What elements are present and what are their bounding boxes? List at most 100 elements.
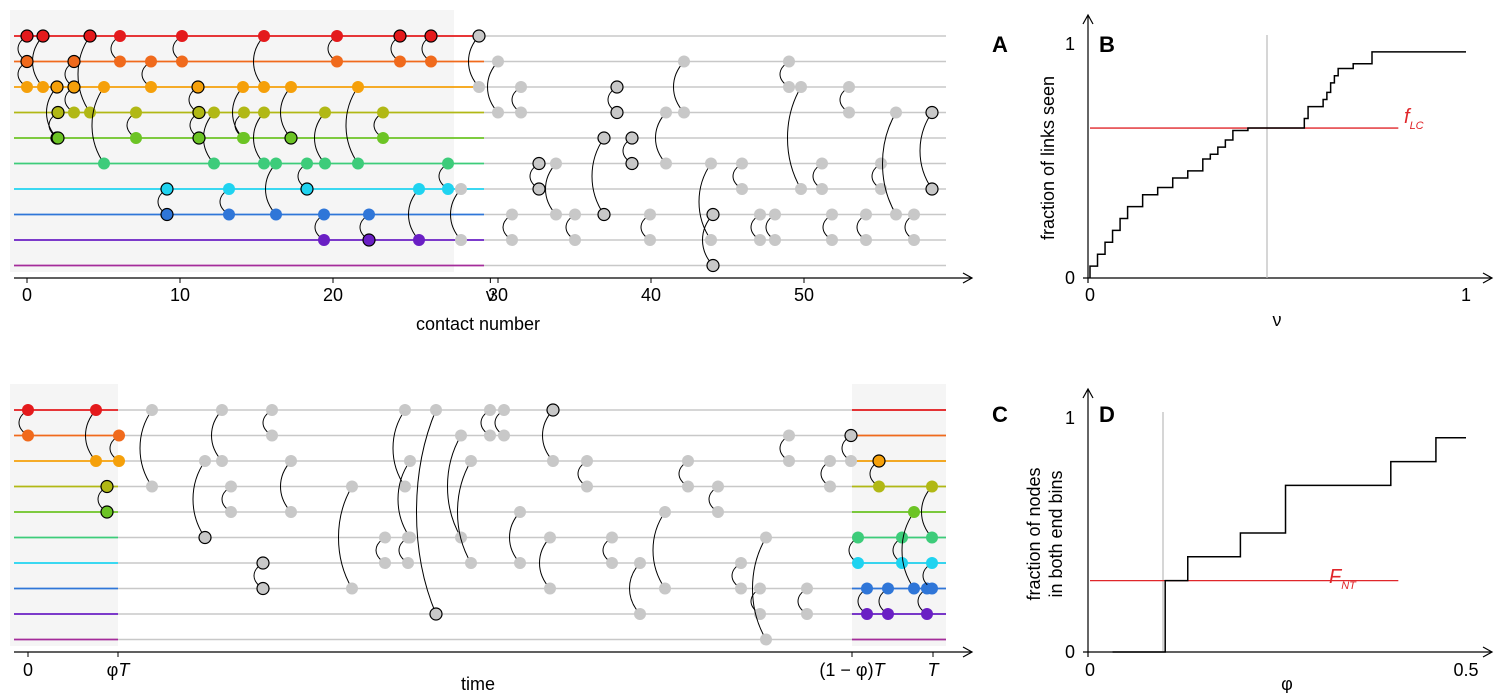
panel-a-contact-point	[473, 81, 485, 93]
panel-b-xlabel: ν	[1273, 310, 1282, 330]
panel-a-contact-point	[644, 208, 656, 221]
panel-c-contact-point	[379, 557, 391, 569]
panel-c-contact-point	[760, 531, 772, 544]
panel-a-contact-point	[515, 106, 527, 119]
panel-a-contact-point	[706, 207, 720, 222]
panel-d-letter: D	[1099, 402, 1115, 427]
panel-d-ylabel-line1: fraction of nodes	[1024, 467, 1044, 600]
panel-a-contact-point	[394, 55, 406, 68]
panel-a-contact-point	[301, 157, 313, 170]
panel-a-contact-point	[875, 183, 887, 195]
panel-a-contact-point	[925, 182, 939, 196]
panel-c-xtick-T: T	[928, 660, 941, 680]
panel-a-contact-point	[300, 182, 314, 196]
panel-c-contact-point	[783, 429, 795, 442]
panel-c-contact-point	[113, 455, 125, 467]
panel-c-contact-point	[712, 506, 724, 518]
panel-a-contact-point	[890, 106, 902, 119]
panel-a-contact-point	[352, 157, 364, 170]
panel-c-xtick-phi-T: T	[118, 660, 131, 680]
panel-a-contact-arc	[345, 86, 359, 164]
panel-a-contact-point	[51, 105, 65, 120]
panel-c-contact-point	[113, 429, 125, 442]
panel-c-contact-point	[22, 404, 34, 416]
panel-c-contact-arc	[192, 460, 206, 538]
panel-b: 0 1 0 1 fraction of links seen ν B fLC	[1038, 13, 1494, 330]
panel-c-contact-arc	[338, 486, 353, 589]
panel-c-contact-arc	[457, 460, 472, 564]
panel-c-contact-point	[404, 455, 416, 467]
panel-a-contact-point	[67, 54, 81, 69]
panel-c-contact-point	[896, 557, 908, 569]
panel-d-ref-label: FNT	[1329, 566, 1357, 592]
panel-c-contact-arc	[397, 460, 411, 538]
panel-c-contact-point	[801, 608, 813, 620]
panel-b-y-arrow	[1082, 13, 1094, 25]
panel-a-contact-point	[678, 106, 690, 119]
panel-b-x-arrow	[1482, 272, 1494, 284]
panel-a-contact-point	[208, 157, 220, 170]
panel-a-contact-point	[223, 208, 235, 221]
panel-c-contact-point	[926, 582, 938, 595]
panel-c-contact-point	[399, 404, 411, 416]
panel-c-contact-point	[801, 582, 813, 595]
panel-c-contact-point	[544, 531, 556, 544]
panel-c-contact-arc	[392, 409, 406, 487]
panel-c-contact-point	[514, 557, 526, 569]
panel-c-contact-point	[606, 557, 618, 569]
panel-a-x-arrow	[962, 272, 974, 284]
panel-c-contact-point	[484, 429, 496, 442]
panel-a-contact-point	[67, 80, 81, 94]
panel-a-contact-point	[114, 55, 126, 68]
panel-a-contact-point	[237, 81, 249, 93]
panel-a-contact-point	[318, 208, 330, 221]
panel-a-contact-point	[377, 132, 389, 144]
panel-b-xtick-1: 1	[1461, 285, 1471, 305]
panel-c-contact-point	[908, 506, 920, 518]
panel-a-contact-arc	[882, 112, 897, 215]
panel-a-contact-point	[83, 29, 97, 43]
panel-a-contact-point	[223, 183, 235, 195]
panel-a-x-ticks: 0 10 20 ν30 40 50	[22, 278, 814, 305]
panel-a-contact-point	[492, 106, 504, 119]
panel-a-contact-point	[769, 234, 781, 246]
panel-c-contact-point	[844, 428, 858, 443]
panel-a-contact-point	[908, 208, 920, 221]
panel-d-ylabel-line2: in both end bins	[1046, 470, 1066, 597]
panel-a-contact-arc	[698, 163, 712, 241]
panel-a-contact-point	[597, 207, 611, 222]
panel-c-contact-arc	[416, 409, 437, 615]
panel-c-xtick-phiT: φT	[107, 660, 132, 680]
panel-a-contact-point	[678, 55, 690, 68]
panel-d-xtick-05: 0.5	[1453, 660, 1478, 680]
panel-a-contact-point	[36, 29, 50, 43]
panel-c-x-arrow	[962, 646, 974, 658]
panel-a-contact-point	[285, 81, 297, 93]
panel-c-contact-arc	[752, 537, 767, 640]
panel-a-contact-point	[258, 30, 270, 42]
panel-a-contact-arc	[787, 86, 802, 190]
panel-c-letter: C	[992, 402, 1008, 427]
panel-a-contact-point	[176, 55, 188, 68]
panel-a-xtick-label: 40	[641, 285, 661, 305]
panel-a-contact-point	[550, 157, 562, 170]
panel-c-contact-point	[824, 480, 836, 493]
panel-d-ref-label-main: F	[1329, 566, 1343, 588]
panel-c-contact-point	[882, 582, 894, 595]
panel-a-contact-arc	[919, 112, 933, 190]
panel-a-contact-point	[506, 234, 518, 246]
panel-c-contact-point	[926, 557, 938, 569]
panel-a-contact-point	[625, 131, 639, 145]
panel-a-contacts	[17, 29, 939, 273]
panel-b-ref-label: fLC	[1404, 106, 1424, 132]
panel-a-contact-point	[644, 234, 656, 246]
panel-a-contact-point	[860, 208, 872, 221]
panel-a-contact-point	[393, 29, 407, 43]
panel-c-contact-point	[455, 429, 467, 442]
panel-a-contact-point	[908, 234, 920, 246]
panel-a-xtick-label: 0	[22, 285, 32, 305]
panel-c-contact-point	[852, 531, 864, 544]
panel-d-ref-label-sub: NT	[1341, 580, 1357, 592]
panel-a-contact-point	[424, 29, 438, 43]
panel-a-contact-point	[625, 156, 639, 171]
